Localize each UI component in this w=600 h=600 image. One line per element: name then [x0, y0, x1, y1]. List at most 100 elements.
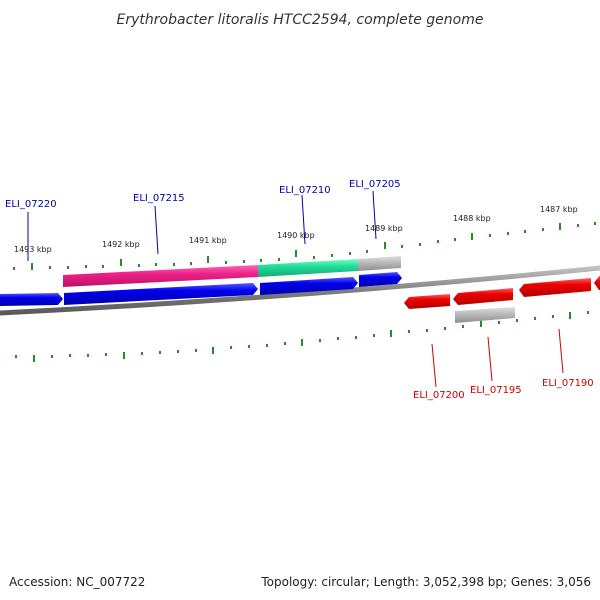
gene-label-eli-07205[interactable]: ELI_07205 [349, 179, 401, 190]
scale-label: 1490 kbp [277, 231, 315, 240]
scale-tick [120, 259, 122, 266]
scale-tick [284, 342, 286, 345]
gene-leader-line [431, 343, 437, 388]
scale-tick [195, 349, 197, 352]
scale-tick [390, 330, 392, 337]
scale-tick [498, 321, 500, 324]
scale-tick [102, 265, 104, 268]
scale-tick [419, 243, 421, 246]
scale-tick [33, 355, 35, 362]
outer-tick-scale [13, 222, 596, 270]
scale-tick [31, 263, 33, 270]
scale-tick [212, 347, 214, 354]
gene-eli-07210-arrow[interactable] [260, 277, 358, 295]
scale-tick [444, 327, 446, 330]
scale-tick [67, 266, 69, 269]
scale-label: 1487 kbp [540, 205, 578, 214]
gene-label-eli-07215[interactable]: ELI_07215 [133, 193, 185, 204]
gene-partial-arrow[interactable] [594, 276, 600, 290]
gene-label-eli-07210[interactable]: ELI_07210 [279, 185, 331, 196]
gene-leader-line [154, 205, 159, 255]
scale-tick [534, 317, 536, 320]
scale-tick [384, 242, 386, 249]
gene-eli-07200-arrow[interactable] [404, 294, 450, 309]
scale-tick [155, 263, 157, 266]
scale-tick [587, 311, 589, 314]
scale-tick [373, 334, 375, 337]
gene-leader-line [487, 336, 493, 382]
scale-tick [319, 339, 321, 342]
scale-tick [225, 261, 227, 264]
scale-tick [349, 252, 351, 255]
scale-tick [173, 263, 175, 266]
feature-magenta[interactable] [63, 265, 258, 287]
feature-grey-reverse[interactable] [455, 307, 515, 323]
scale-tick [355, 336, 357, 339]
scale-tick [331, 254, 333, 257]
genome-backbone [0, 265, 600, 316]
scale-tick [516, 319, 518, 322]
scale-tick [243, 260, 245, 263]
scale-tick [408, 330, 410, 333]
scale-tick [569, 312, 571, 319]
scale-tick [159, 351, 161, 354]
scale-tick [301, 339, 303, 346]
feature-green[interactable] [258, 259, 358, 277]
scale-tick [295, 250, 297, 257]
scale-tick [51, 355, 53, 358]
gene-eli-07215-arrow[interactable] [64, 283, 258, 305]
scale-tick [138, 264, 140, 267]
scale-tick [15, 355, 17, 358]
scale-tick [248, 345, 250, 348]
genome-title: Erythrobacter litoralis HTCC2594, comple… [117, 12, 484, 28]
scale-label: 1488 kbp [453, 214, 491, 223]
gene-label-eli-07220[interactable]: ELI_07220 [5, 199, 57, 210]
scale-tick [207, 256, 209, 263]
accession-text: Accession: NC_007722 [9, 575, 145, 589]
scale-tick [177, 350, 179, 353]
scale-tick [559, 223, 561, 230]
scale-tick [462, 325, 464, 328]
scale-tick [260, 259, 262, 262]
scale-tick [471, 233, 473, 240]
scale-tick [278, 258, 280, 261]
gene-eli-07205-arrow[interactable] [359, 272, 402, 287]
scale-tick [507, 232, 509, 235]
scale-tick [266, 344, 268, 347]
scale-tick [577, 224, 579, 227]
gene-label-eli-07200[interactable]: ELI_07200 [413, 390, 465, 401]
scale-tick [105, 353, 107, 356]
scale-tick [426, 329, 428, 332]
scale-tick [489, 234, 491, 237]
scale-tick [454, 238, 456, 241]
genome-summary-text: Topology: circular; Length: 3,052,398 bp… [260, 575, 591, 589]
scale-tick [141, 352, 143, 355]
scale-tick [230, 346, 232, 349]
scale-tick [49, 266, 51, 269]
gene-leader-line [558, 328, 564, 374]
gene-eli-07195-arrow[interactable] [453, 288, 513, 305]
feature-grey[interactable] [358, 256, 401, 271]
scale-tick [594, 222, 596, 225]
scale-tick [437, 240, 439, 243]
gene-eli-07190-arrow[interactable] [519, 278, 591, 297]
gene-leader-line [301, 194, 306, 245]
scale-label: 1489 kbp [365, 224, 403, 233]
scale-label: 1491 kbp [189, 236, 227, 245]
scale-tick [87, 354, 89, 357]
scale-label: 1492 kbp [102, 240, 140, 249]
scale-tick [542, 228, 544, 231]
scale-tick [313, 256, 315, 259]
scale-tick [85, 265, 87, 268]
scale-tick [13, 267, 15, 270]
gene-label-eli-07195[interactable]: ELI_07195 [470, 385, 522, 396]
gene-eli-07220-arrow[interactable] [0, 293, 63, 306]
scale-tick [123, 352, 125, 359]
scale-tick [401, 245, 403, 248]
scale-tick [524, 230, 526, 233]
inner-tick-scale [15, 311, 589, 362]
gene-label-eli-07190[interactable]: ELI_07190 [542, 378, 594, 389]
scale-tick [337, 337, 339, 340]
scale-label: 1493 kbp [14, 245, 52, 254]
